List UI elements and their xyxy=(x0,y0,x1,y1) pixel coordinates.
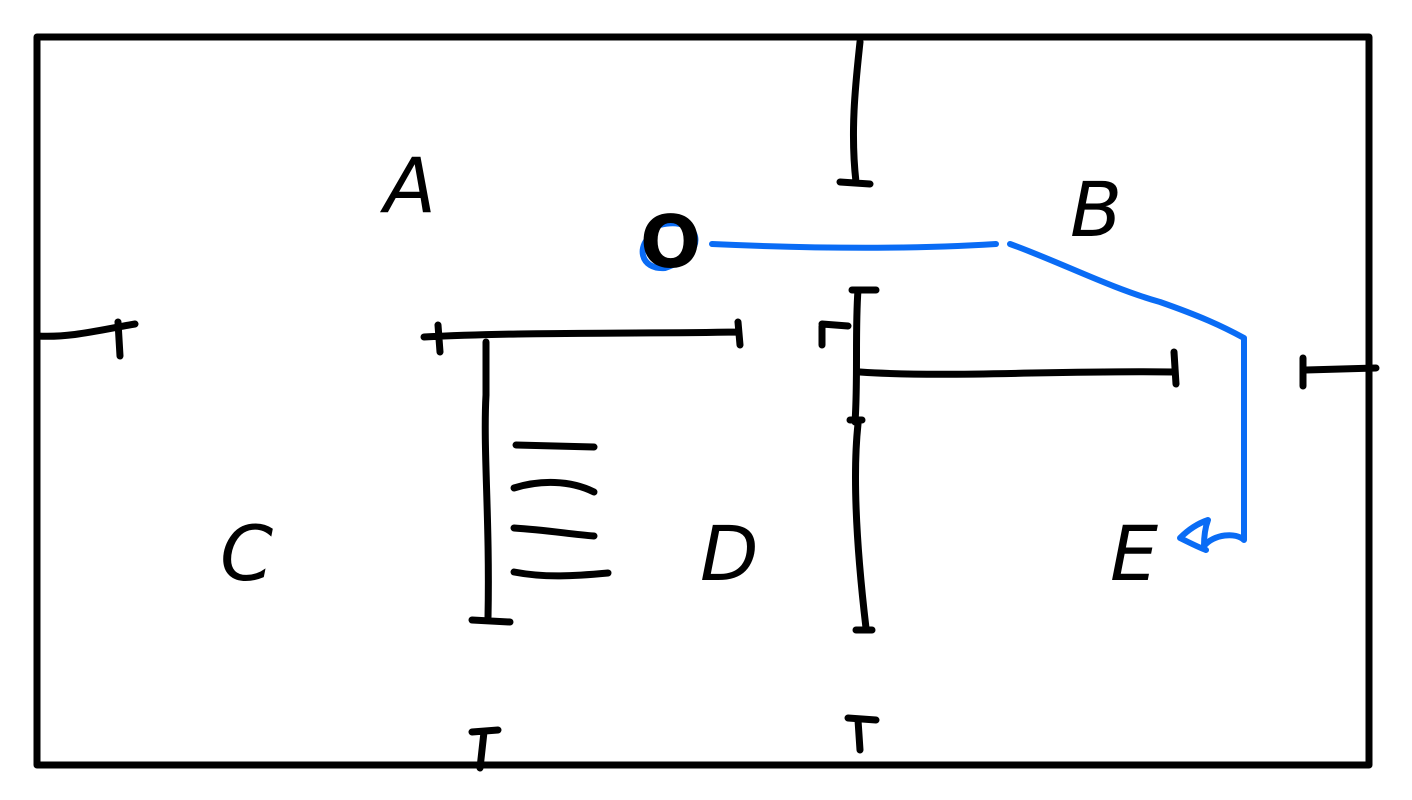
room-label-e: E xyxy=(1110,509,1158,598)
wall-top-stub xyxy=(836,38,874,188)
wall-e-horizontal xyxy=(856,348,1180,388)
wall-right-stub xyxy=(1299,354,1380,390)
room-label-d: D xyxy=(700,509,759,598)
stair-step xyxy=(510,524,598,540)
stair-step xyxy=(510,568,612,580)
room-label-b: B xyxy=(1070,165,1122,254)
door-left xyxy=(114,318,124,360)
room-label-a: A xyxy=(379,141,436,230)
room-label-c: C xyxy=(220,509,273,598)
wall-bottom-stub-right xyxy=(844,714,880,754)
wall-middle-horizontal xyxy=(420,318,744,356)
stair-step xyxy=(510,478,598,496)
origin-marker: O xyxy=(640,200,701,284)
wall-c-d-vertical xyxy=(468,338,514,626)
building-outline xyxy=(33,33,1373,769)
wall-bottom-stub-left xyxy=(468,726,502,772)
stair-step xyxy=(512,441,598,451)
wall-left-stub xyxy=(33,320,139,340)
wall-d-e-lower xyxy=(852,420,876,634)
stairs xyxy=(510,441,612,580)
route-path xyxy=(639,220,1247,553)
wall-d-e-upper xyxy=(818,286,880,426)
